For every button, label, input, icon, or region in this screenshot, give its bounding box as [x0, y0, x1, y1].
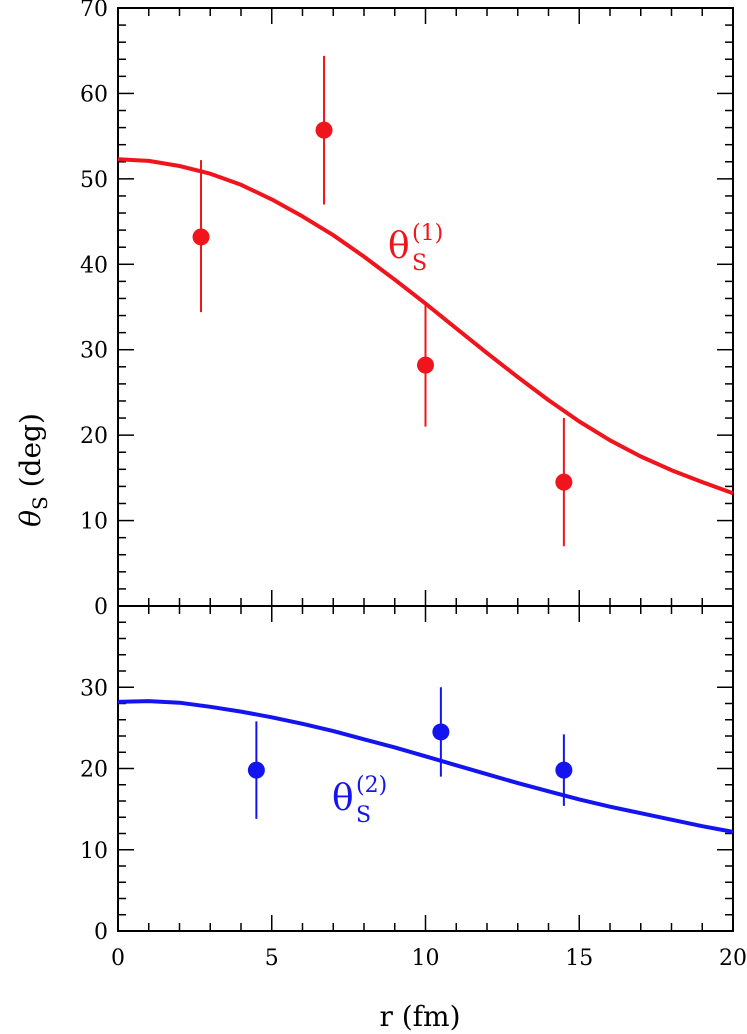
curve-label-superscript: (2): [356, 773, 387, 798]
curve-label-subscript: S: [412, 251, 427, 276]
x-tick-label: 0: [111, 946, 125, 971]
x-tick-label: 5: [265, 946, 279, 971]
curve-label-subscript: S: [356, 803, 371, 828]
y-tick-label: 40: [80, 253, 108, 278]
y-tick-label: 30: [80, 676, 108, 701]
model-curve: [117, 699, 734, 834]
data-point: [247, 761, 265, 779]
y-axis-label-subscript: S: [28, 496, 52, 510]
x-tick-label: 20: [719, 946, 747, 971]
panel-top: 0 10 20 30 40 50 60 70 θ (1) S: [80, 0, 734, 620]
curve-label-symbol: θ: [332, 778, 354, 819]
y-tick-label: 60: [80, 82, 108, 107]
data-point: [432, 723, 450, 741]
y-tick-label: 70: [80, 0, 108, 22]
x-tick-label: 15: [565, 946, 593, 971]
y-tick-label: 10: [80, 510, 108, 535]
data-point: [555, 473, 573, 491]
svg-text:θS (deg): θS (deg): [14, 413, 52, 527]
panel-bottom: 0 10 20 30 θ (2) S: [80, 605, 734, 945]
data-point: [555, 761, 573, 779]
y-tick-label: 10: [80, 839, 108, 864]
curve-label-symbol: θ: [388, 226, 410, 267]
data-point: [417, 356, 434, 374]
curve-label-superscript: (1): [412, 221, 443, 246]
y-tick-label: 0: [94, 595, 108, 620]
y-tick-label: 0: [94, 920, 108, 945]
x-tick-label: 10: [412, 946, 440, 971]
y-axis-label-symbol: θ: [14, 510, 47, 527]
y-axis-label: θS (deg): [14, 413, 52, 527]
data-point: [315, 121, 333, 139]
y-tick-label: 20: [80, 424, 108, 449]
curve-label: θ (2) S: [332, 773, 387, 828]
curve-label: θ (1) S: [388, 221, 443, 276]
data-point: [192, 228, 210, 246]
y-tick-label: 20: [80, 758, 108, 783]
y-tick-label: 50: [80, 168, 108, 193]
y-tick-label: 30: [80, 339, 108, 364]
plot-frame: [117, 605, 734, 932]
x-axis-label: r (fm): [379, 1000, 460, 1033]
y-axis-label-unit: (deg): [14, 413, 47, 496]
